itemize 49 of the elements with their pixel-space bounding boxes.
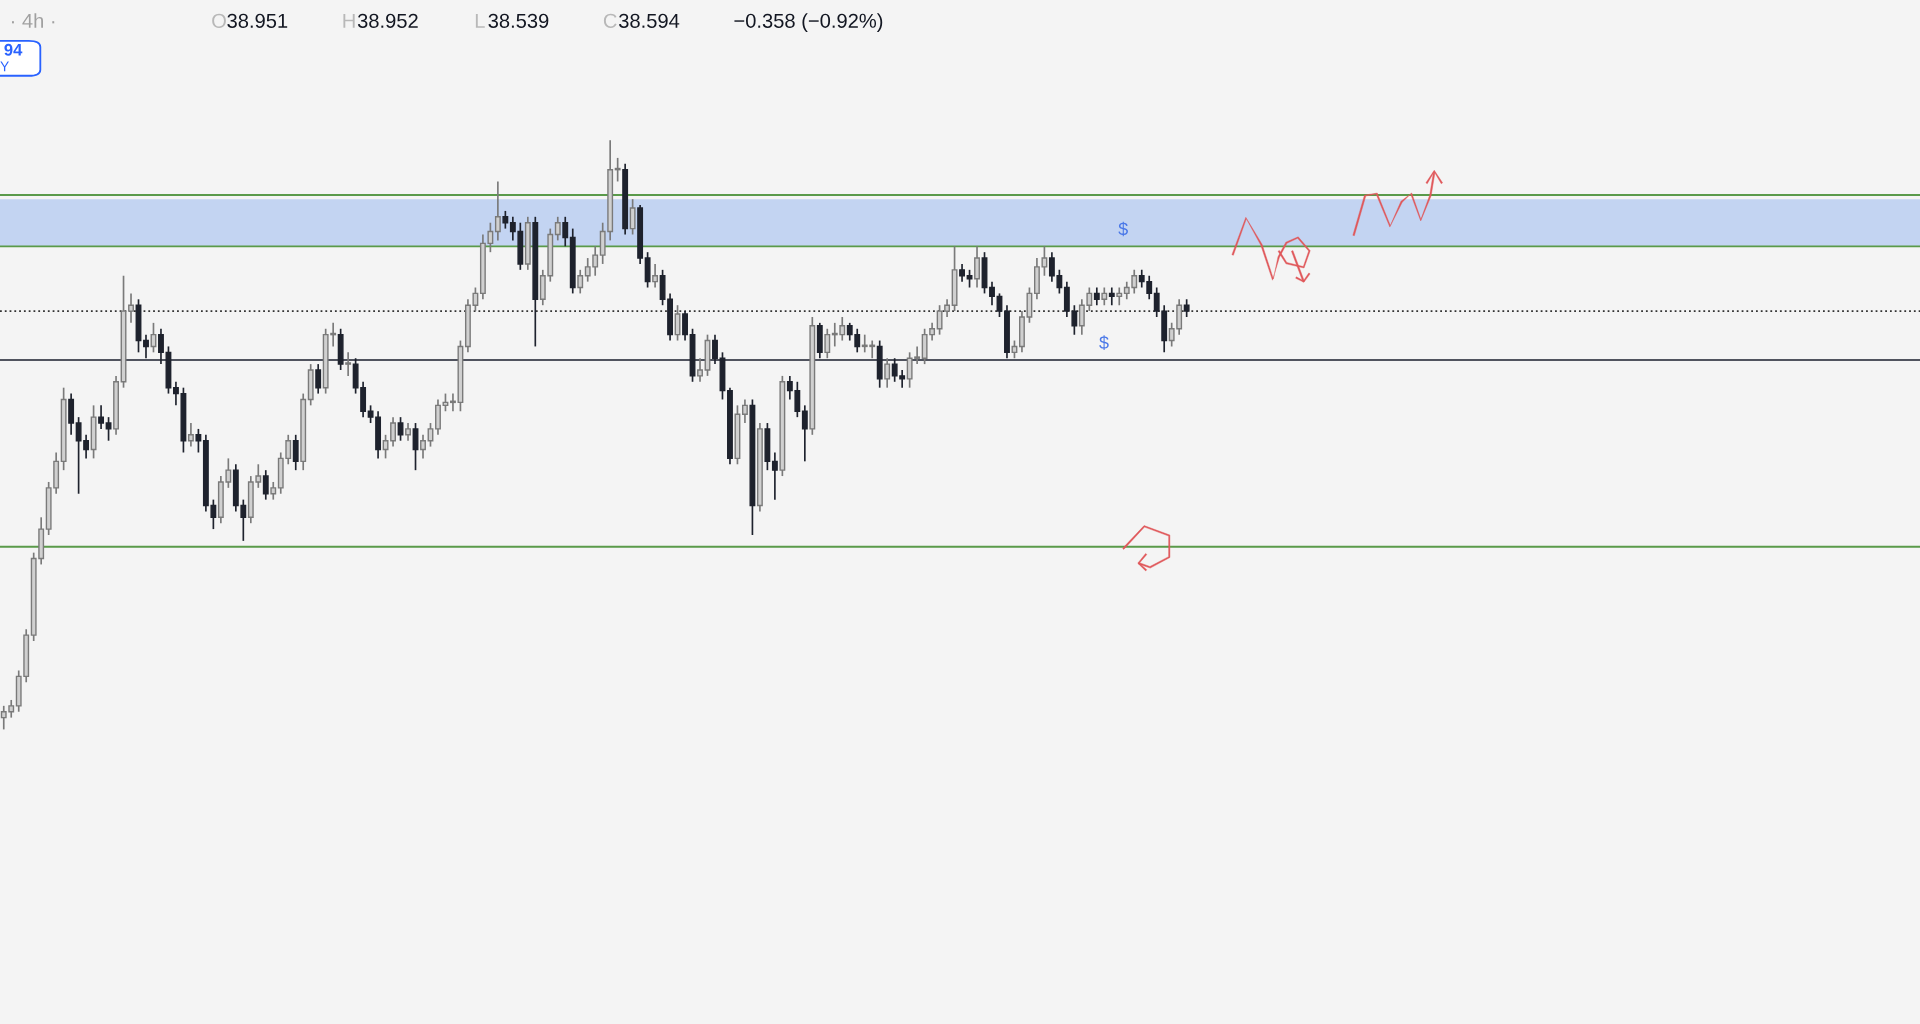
candlestick [577, 269, 584, 295]
text: 38.951 [227, 13, 288, 28]
candlestick [1108, 286, 1115, 307]
candlestick [644, 251, 651, 289]
candlestick [989, 280, 995, 307]
candlestick [128, 292, 134, 324]
candlestick [629, 198, 636, 236]
annotation: $ [1118, 221, 1128, 237]
text: · 4h · [11, 13, 55, 28]
candlestick [345, 351, 352, 377]
candlestick [712, 333, 718, 365]
candlestick [554, 215, 561, 242]
candlestick [614, 157, 621, 183]
candlestick [697, 357, 703, 383]
candlestick [292, 433, 299, 472]
candlestick [884, 357, 891, 389]
text: −0.358 (−0.92%) [734, 13, 883, 32]
candlestick [682, 310, 688, 342]
text: 38.952 [357, 13, 418, 28]
candlestick [801, 404, 808, 463]
candlestick [771, 451, 778, 501]
candlestick [562, 215, 569, 248]
text: L [475, 13, 485, 28]
candlestick [974, 245, 980, 289]
candlestick [98, 404, 105, 430]
text: 38.594 [619, 13, 680, 28]
candlestick [143, 333, 149, 360]
candlestick [68, 392, 75, 436]
candlestick [435, 398, 441, 436]
candlestick [824, 327, 831, 360]
candlestick [195, 428, 202, 454]
candlestick [105, 416, 112, 442]
candlestick [397, 416, 404, 442]
text: H [343, 13, 355, 28]
candlestick [315, 363, 322, 395]
candlestick [741, 398, 748, 424]
candlestick [262, 469, 269, 501]
text: Y [0, 61, 9, 72]
text: 38.539 [488, 13, 549, 28]
text: C [603, 13, 617, 28]
annotation: $ [1099, 335, 1109, 350]
candlestick [494, 180, 501, 242]
text: O [212, 13, 226, 28]
candlestick [187, 422, 194, 448]
candlestick [420, 433, 426, 460]
candlestick [158, 327, 164, 365]
candlestick [1116, 286, 1123, 307]
text: 94 [4, 43, 23, 56]
candlestick [652, 263, 659, 289]
